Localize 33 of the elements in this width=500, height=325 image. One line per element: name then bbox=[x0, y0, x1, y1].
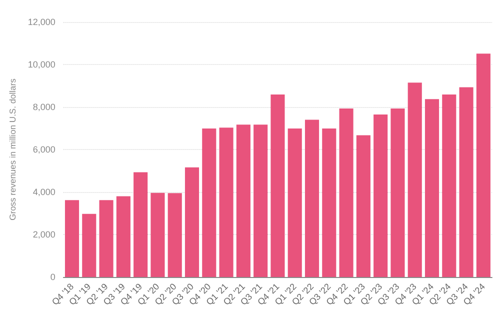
bar bbox=[150, 192, 165, 277]
y-tick-label: 4,000 bbox=[32, 187, 56, 197]
bar bbox=[134, 172, 148, 277]
bar bbox=[64, 200, 80, 277]
bar bbox=[424, 99, 440, 277]
y-axis-title: Gross revenues in million U.S. dollars bbox=[8, 78, 18, 220]
bar bbox=[82, 214, 96, 277]
bar bbox=[184, 167, 200, 277]
bar bbox=[408, 82, 422, 277]
bar bbox=[390, 108, 405, 277]
bar bbox=[99, 200, 114, 277]
y-tick-label: 10,000 bbox=[28, 60, 56, 70]
bar bbox=[322, 128, 336, 277]
bar bbox=[270, 94, 285, 277]
bar bbox=[339, 108, 354, 277]
y-tick-label: 2,000 bbox=[32, 230, 56, 240]
y-tick-label: 0 bbox=[50, 272, 56, 282]
bar bbox=[459, 87, 474, 277]
y-tick-label: 8,000 bbox=[32, 102, 56, 112]
bar bbox=[304, 120, 320, 277]
bar bbox=[356, 135, 370, 277]
bar bbox=[116, 196, 130, 277]
bar bbox=[168, 193, 182, 277]
bar bbox=[219, 128, 234, 277]
y-tick-label: 12,000 bbox=[28, 17, 56, 27]
bar bbox=[202, 128, 216, 277]
bar bbox=[442, 94, 456, 277]
bar bbox=[254, 124, 268, 277]
y-tick-label: 6,000 bbox=[32, 144, 56, 154]
bar bbox=[236, 124, 250, 277]
bar bbox=[476, 54, 490, 277]
bar bbox=[288, 128, 302, 277]
bar bbox=[374, 114, 388, 277]
